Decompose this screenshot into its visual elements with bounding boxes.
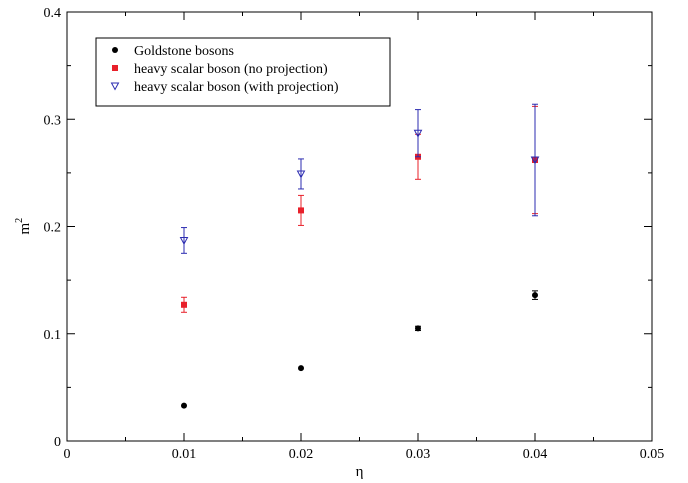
plot-area (179, 103, 540, 409)
legend-box (95, 37, 391, 107)
x-axis-label: η (356, 464, 364, 480)
data-point (415, 325, 421, 332)
y-axis-label-superscript: 2 (14, 218, 25, 223)
legend-marker (110, 82, 120, 91)
y-axis-label: m2 (14, 218, 33, 235)
x-tick-label: 0.02 (289, 447, 314, 462)
y-axis-label-base: m (17, 223, 33, 235)
data-point (530, 156, 540, 165)
legend-entry: heavy scalar boson (no projection) (134, 62, 328, 77)
y-tick-label: 0.3 (44, 113, 62, 128)
data-point (181, 402, 187, 409)
y-tick-label: 0 (54, 435, 61, 450)
series-0 (181, 290, 538, 409)
y-tick-label: 0.2 (44, 221, 62, 236)
series-2 (179, 103, 540, 254)
legend: Goldstone bosons heavy scalar boson (no p… (95, 37, 391, 107)
legend-marker (112, 47, 118, 53)
data-point (296, 170, 306, 179)
data-point (298, 365, 304, 372)
axes: 0 0.01 0.02 0.03 0.04 0.05 0 0.1 0.2 0.3 0.4 (44, 6, 665, 462)
x-tick-label: 0.05 (640, 447, 665, 462)
data-point (181, 301, 187, 308)
series-1 (181, 105, 538, 313)
data-point (298, 207, 304, 214)
x-tick-label: 0.03 (406, 447, 431, 462)
legend-entry: heavy scalar boson (with projection) (134, 80, 339, 95)
data-point (413, 129, 423, 138)
y-tick-label: 0.4 (44, 6, 62, 21)
legend-marker (112, 65, 118, 71)
data-point (532, 292, 538, 299)
x-tick-label: 0.04 (523, 447, 548, 462)
y-tick-label: 0.1 (44, 328, 62, 343)
x-tick-label: 0 (64, 447, 71, 462)
legend-entry: Goldstone bosons (134, 44, 234, 59)
x-tick-label: 0.01 (172, 447, 197, 462)
data-point (179, 236, 189, 245)
